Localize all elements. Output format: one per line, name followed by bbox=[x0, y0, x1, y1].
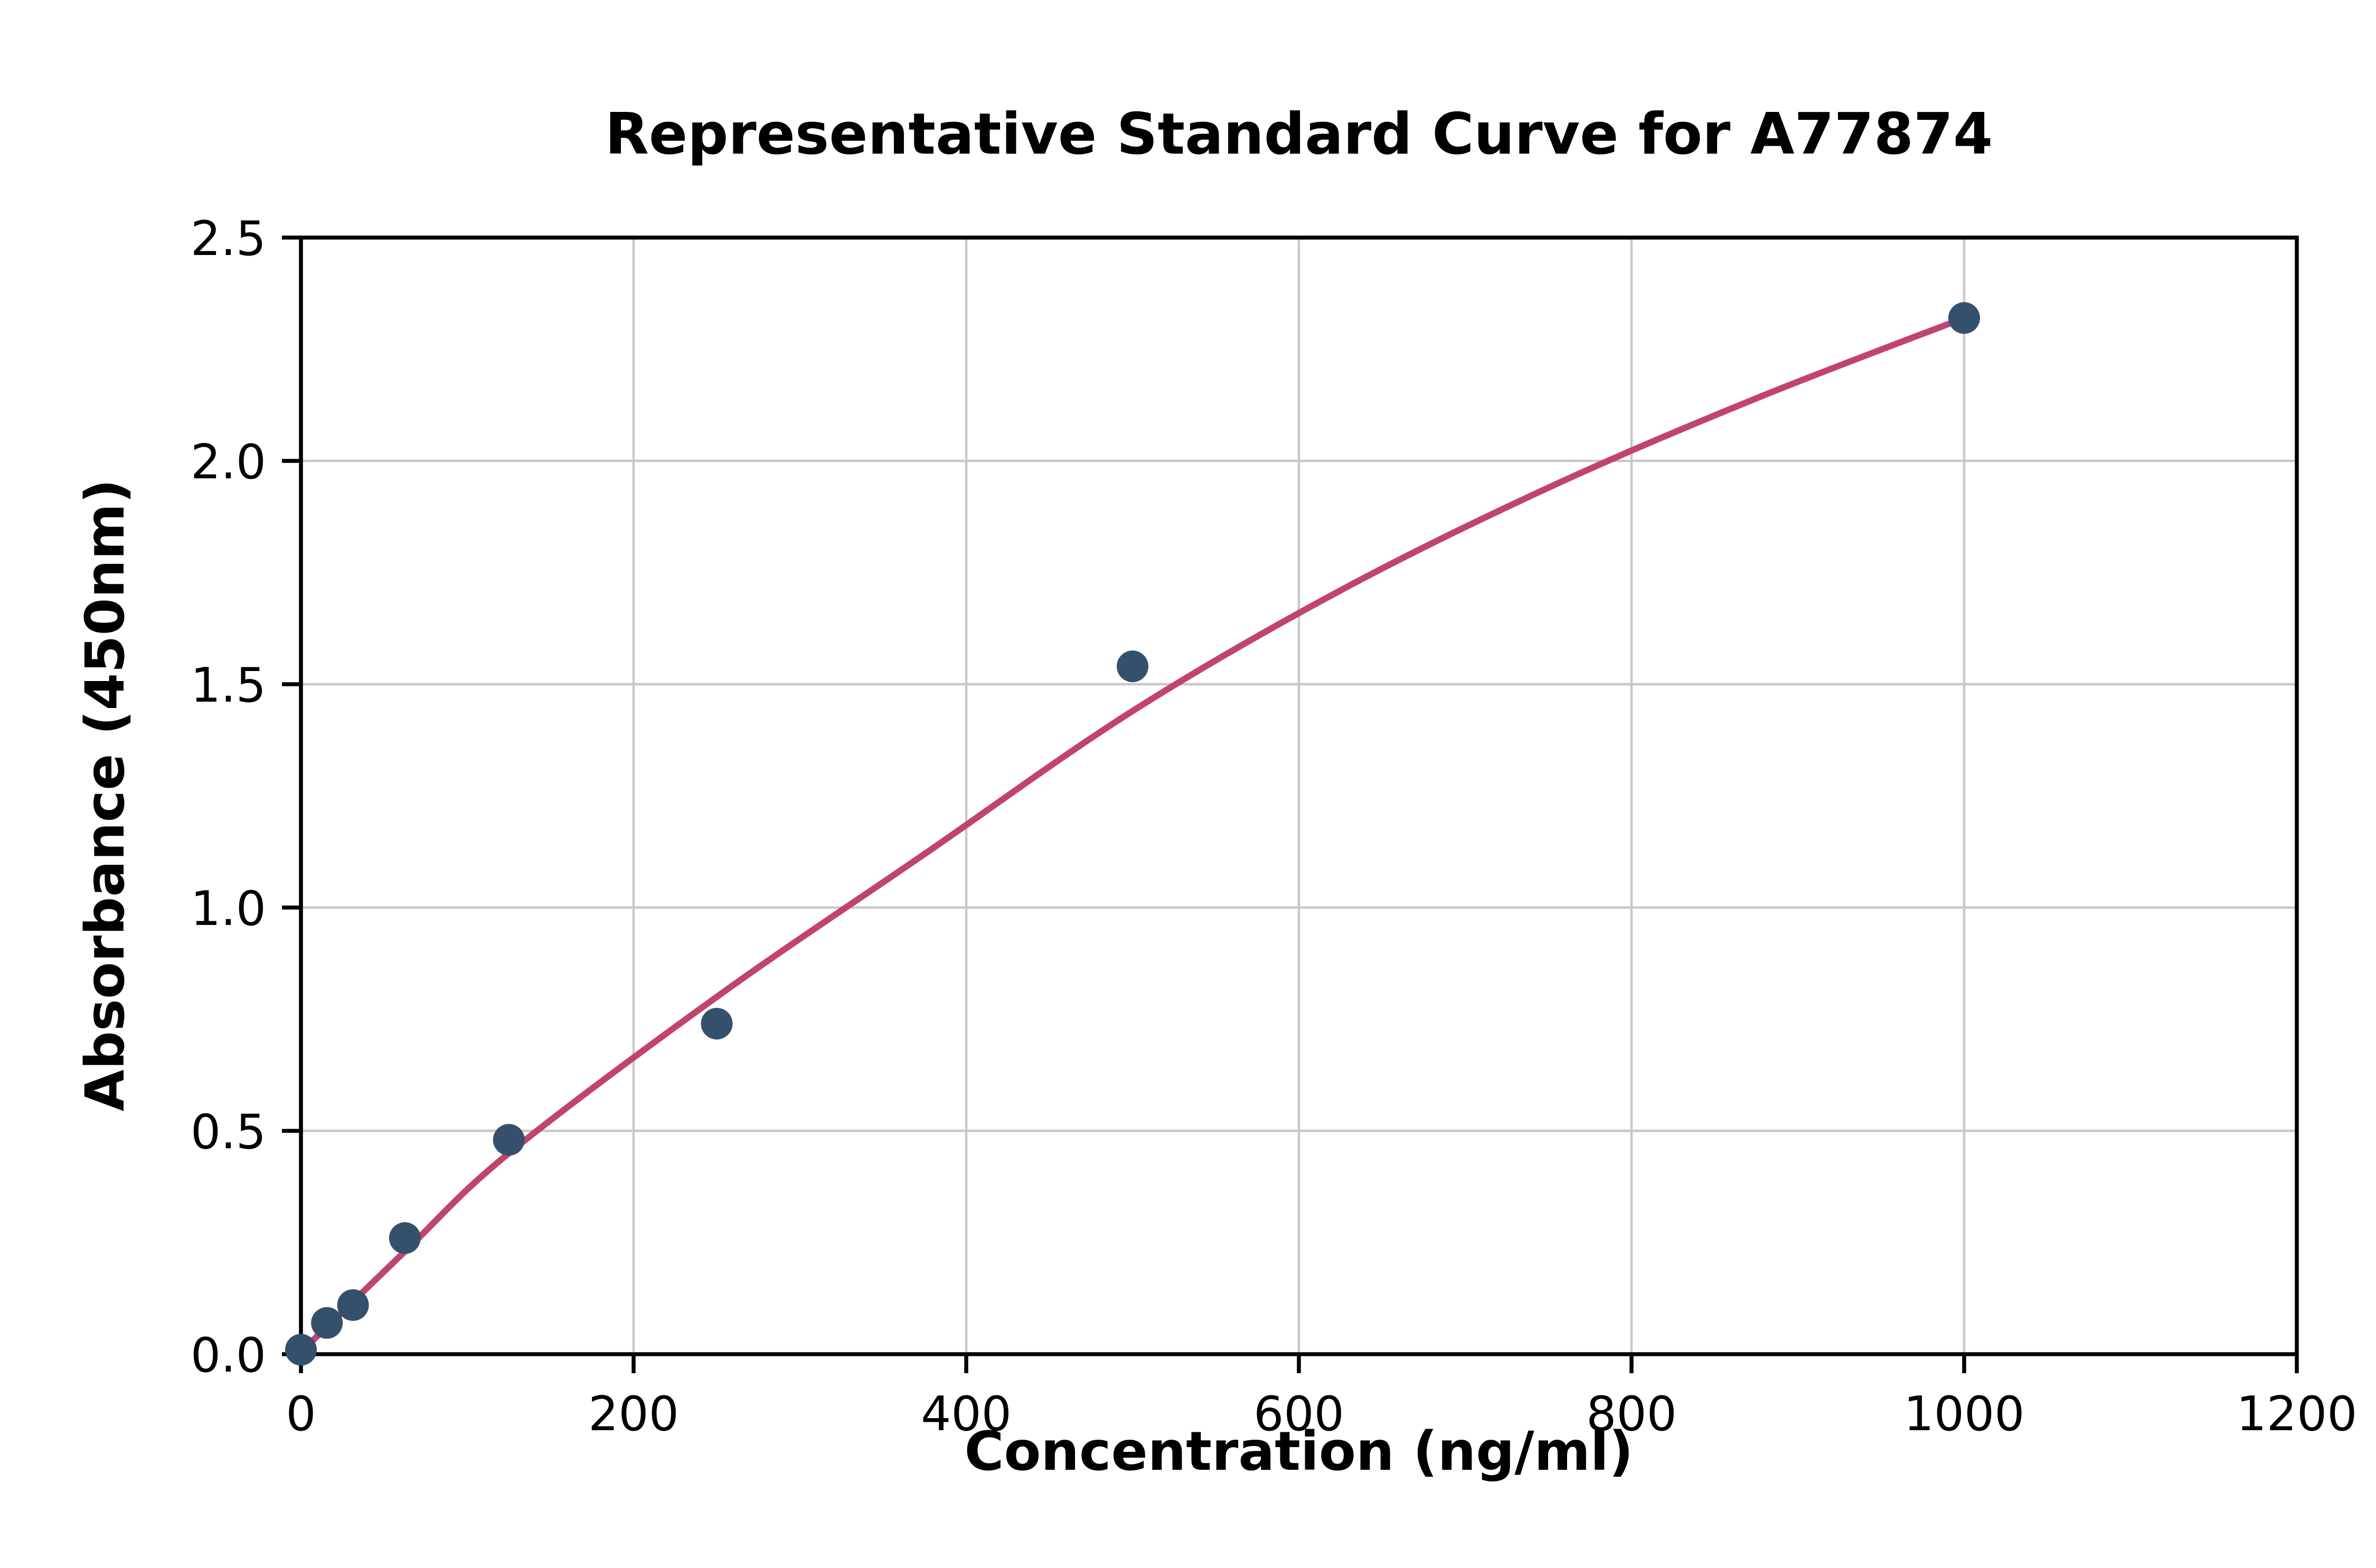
y-tick-label: 0.0 bbox=[191, 1328, 266, 1383]
axis-tick-marks bbox=[282, 235, 2299, 1373]
y-tick-label: 0.5 bbox=[191, 1104, 266, 1160]
grid-lines bbox=[299, 236, 2298, 1356]
fitted-curve bbox=[298, 315, 1967, 1355]
y-tick-label: 2.0 bbox=[191, 434, 266, 490]
y-axis-label: Absorbance (450nm) bbox=[74, 479, 137, 1111]
data-points bbox=[285, 302, 1980, 1366]
x-tick-label: 600 bbox=[1253, 1386, 1344, 1442]
x-tick-label: 1200 bbox=[2236, 1386, 2357, 1442]
x-tick-label: 200 bbox=[588, 1386, 679, 1442]
y-tick-label: 1.0 bbox=[191, 881, 266, 937]
y-tick-label: 2.5 bbox=[191, 211, 266, 267]
y-tick-label: 1.5 bbox=[191, 658, 266, 713]
data-point bbox=[311, 1307, 343, 1339]
data-point bbox=[389, 1222, 421, 1254]
x-tick-label: 1000 bbox=[1903, 1386, 2024, 1442]
data-point bbox=[285, 1334, 317, 1366]
chart-title: Representative Standard Curve for A77874 bbox=[605, 101, 1993, 167]
data-point bbox=[493, 1123, 525, 1156]
data-point bbox=[1948, 302, 1980, 334]
x-axis-label: Concentration (ng/ml) bbox=[965, 1420, 1634, 1483]
data-point bbox=[701, 1007, 733, 1040]
x-tick-label: 800 bbox=[1586, 1386, 1677, 1442]
x-axis-tick-labels: 0 200 400 600 800 1000 1200 bbox=[286, 1386, 2357, 1442]
data-point bbox=[337, 1289, 369, 1321]
x-tick-label: 0 bbox=[286, 1386, 316, 1442]
data-point bbox=[1117, 650, 1148, 683]
x-tick-label: 400 bbox=[921, 1386, 1012, 1442]
y-axis-tick-labels: 0.0 0.5 1.0 1.5 2.0 2.5 bbox=[191, 211, 266, 1383]
